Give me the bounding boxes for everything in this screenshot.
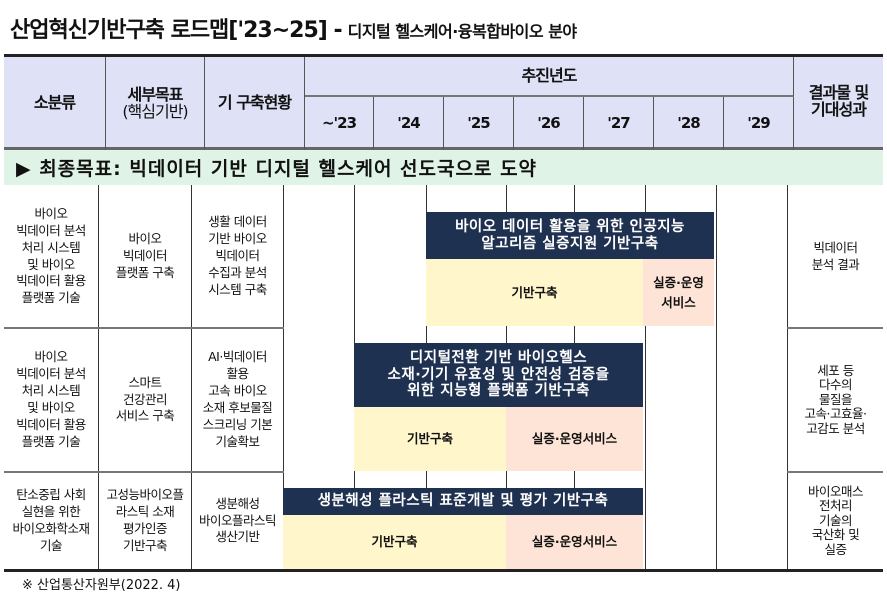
row-divider bbox=[4, 327, 284, 329]
row3-phase-service: 실증·운영서비스 bbox=[506, 515, 643, 569]
header-target-label: 세부목표 bbox=[127, 84, 184, 104]
row1-result: 빅데이터 분석 결과 bbox=[811, 239, 860, 272]
header-result: 결과물 및 기대성과 bbox=[808, 83, 869, 119]
grid-line bbox=[283, 185, 284, 569]
row3-existing: 생분해성 바이오플라스틱 생산기반 bbox=[198, 495, 277, 545]
row1-project-bar: 바이오 데이터 활용을 위한 인공지능 알고리즘 실증지원 기반구축 bbox=[426, 212, 714, 259]
grid-line bbox=[645, 185, 646, 569]
grid-line bbox=[191, 185, 192, 569]
row2-category: 바이오 빅데이터 분석 처리 시스템 및 바이오 빅데이터 활용 플랫폼 기술 bbox=[16, 349, 86, 449]
row1-phase-service: 실증·운영 서비스 bbox=[643, 259, 714, 326]
row2-phase-build: 기반구축 bbox=[354, 407, 506, 471]
row2-existing: AI·빅데이터 활용 고속 바이오 소재 후보물질 스크리닝 기본 기술확보 bbox=[202, 349, 273, 449]
title-main: 산업혁신기반구축 로드맵['23~25] - bbox=[10, 18, 343, 43]
header-year: '28 bbox=[654, 97, 724, 150]
row3-project-bar: 생분해성 플라스틱 표준개발 및 평가 기반구축 bbox=[283, 488, 643, 515]
grid-line bbox=[98, 185, 99, 569]
grid-line bbox=[787, 185, 788, 569]
grid-line bbox=[716, 185, 717, 569]
table-bottom-border bbox=[4, 569, 883, 572]
row1-phase-build: 기반구축 bbox=[426, 259, 643, 326]
header-category: 소분류 bbox=[4, 57, 106, 150]
row-divider bbox=[4, 471, 284, 473]
table-header: 소분류 세부목표 (핵심기반) 기 구축현황 추진년도 ~'23 '24 '25 … bbox=[4, 54, 883, 150]
source-note: ※ 산업통산자원부(2022. 4) bbox=[22, 578, 181, 593]
final-goal-banner: ▶ 최종목표: 빅데이터 기반 디지털 헬스케어 선도국으로 도약 bbox=[4, 150, 883, 185]
header-year: '26 bbox=[514, 97, 584, 150]
row3-category: 탄소중립 사회 실현을 위한 바이오화학소재 기술 bbox=[12, 487, 90, 553]
header-year: ~'23 bbox=[305, 97, 374, 150]
page-title: 산업혁신기반구축 로드맵['23~25] - 디지털 헬스케어·융복합바이오 분야 bbox=[10, 12, 577, 44]
header-existing: 기 구축현황 bbox=[205, 57, 305, 150]
row1-existing: 생활 데이터 기반 바이오 빅데이터 수집과 분석 시스템 구축 bbox=[208, 214, 267, 297]
row1-category: 바이오 빅데이터 분석 처리 시스템 및 바이오 빅데이터 활용 플랫폼 기술 bbox=[4, 186, 98, 327]
row3-phase-build: 기반구축 bbox=[283, 515, 506, 569]
header-target: 세부목표 (핵심기반) bbox=[106, 57, 205, 150]
header-year: '29 bbox=[724, 97, 794, 150]
row2-target: 스마트 건강관리 서비스 구축 bbox=[115, 374, 175, 424]
row-divider bbox=[787, 327, 883, 329]
header-years-title: 추진년도 bbox=[305, 57, 794, 97]
header-year: '24 bbox=[374, 97, 444, 150]
row1-target: 바이오 빅데이터 플랫폼 구축 bbox=[115, 231, 175, 280]
row3-target: 고성능바이오플 라스틱 소재 평가인증 기반구축 bbox=[106, 487, 184, 553]
row2-phase-service: 실증·운영서비스 bbox=[506, 407, 643, 471]
title-sub: 디지털 헬스케어·융복합바이오 분야 bbox=[347, 22, 578, 41]
header-year: '25 bbox=[444, 97, 514, 150]
header-year: '27 bbox=[584, 97, 654, 150]
row2-project-bar: 디지털전환 기반 바이오헬스 소재·기기 유효성 및 안전성 검증을 위한 지능… bbox=[354, 343, 643, 407]
row3-result: 바이오매스 전처리 기술의 국산화 및 실증 bbox=[807, 484, 864, 557]
header-target-sub: (핵심기반) bbox=[122, 101, 188, 121]
row2-result: 세포 등 다수의 물질을 고속·고효율· 고감도 분석 bbox=[804, 363, 867, 436]
row-divider bbox=[787, 471, 883, 473]
